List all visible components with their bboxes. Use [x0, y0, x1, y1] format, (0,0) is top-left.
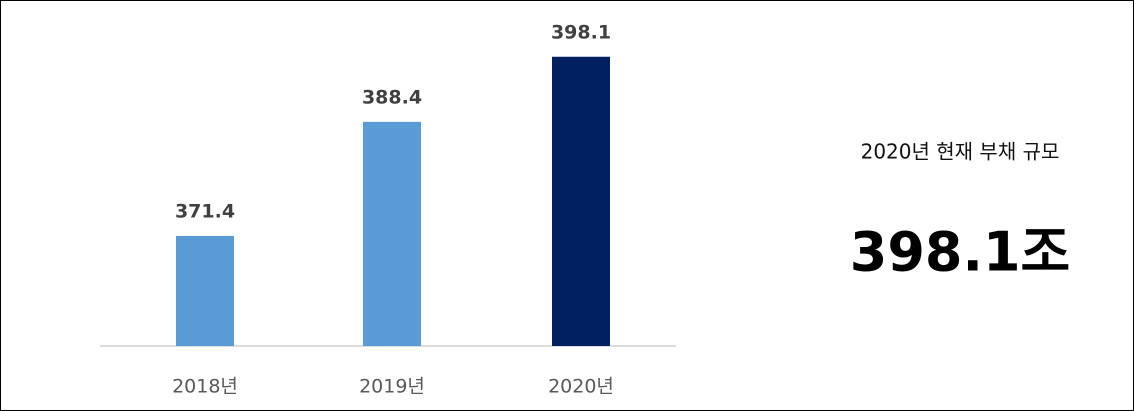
- x-tick-label: 2019년: [359, 376, 425, 398]
- bar: [363, 121, 421, 346]
- data-label: 398.1: [551, 21, 611, 43]
- side-caption: 2020년 현재 부채 규모: [861, 140, 1060, 164]
- data-label: 371.4: [175, 200, 235, 222]
- bar: [552, 56, 610, 347]
- bar: [176, 235, 234, 346]
- data-label: 388.4: [362, 86, 422, 108]
- x-tick-label: 2020년: [548, 376, 614, 398]
- side-value: 398.1조: [850, 221, 1071, 284]
- x-tick-label: 2018년: [172, 376, 238, 398]
